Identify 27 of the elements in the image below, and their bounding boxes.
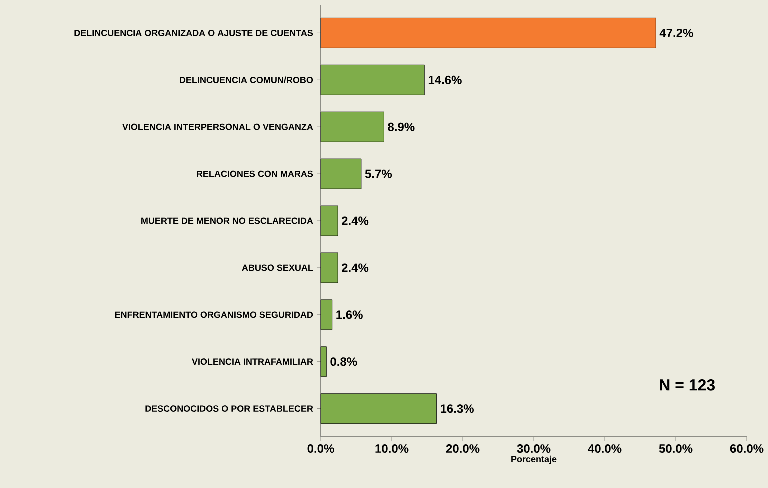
y-tick-label: VIOLENCIA INTERPERSONAL O VENGANZA xyxy=(122,124,314,130)
x-tick-label: 40.0% xyxy=(588,444,622,454)
y-tick-label: RELACIONES CON MARAS xyxy=(197,170,314,178)
x-tick-label: 0.0% xyxy=(308,444,334,454)
y-tick-label: MUERTE DE MENOR NO ESCLARECIDA xyxy=(142,218,314,224)
y-tick-label: DESCONOCIDOS O POR ESTABLECER xyxy=(146,406,314,412)
data-label: 2.4% xyxy=(342,216,369,226)
x-tick-label: 50.0% xyxy=(659,444,693,454)
data-label: 1.6% xyxy=(336,310,363,320)
data-label: 47.2% xyxy=(660,28,694,38)
data-label: 8.9% xyxy=(388,122,415,132)
data-label: 5.7% xyxy=(365,170,392,178)
y-tick-label: ABUSO SEXUAL xyxy=(242,264,314,272)
annotation: N = 123 xyxy=(660,379,715,391)
x-tick-label: 60.0% xyxy=(730,444,764,454)
y-tick-label: VIOLENCIA INTRAFAMILIAR xyxy=(192,358,314,366)
y-tick-label: ENFRENTAMIENTO ORGANISMO SEGURIDAD xyxy=(115,312,314,318)
data-label: 0.8% xyxy=(330,358,358,366)
data-label: 2.4% xyxy=(342,264,369,272)
x-tick-label: 10.0% xyxy=(376,444,409,454)
x-tick-label: 30.0% xyxy=(517,444,551,454)
y-tick-label: DELINCUENCIA ORGANIZADA O AJUSTE DE CUENTAS xyxy=(74,30,314,36)
data-label: 16.3% xyxy=(441,404,474,414)
data-label: 14.6% xyxy=(428,76,462,84)
y-tick-label: DELINCUENCIA COMUN/ROBO xyxy=(180,76,314,84)
x-axis-title: Porcentaje xyxy=(512,456,557,464)
x-tick-label: 20.0% xyxy=(446,444,480,454)
